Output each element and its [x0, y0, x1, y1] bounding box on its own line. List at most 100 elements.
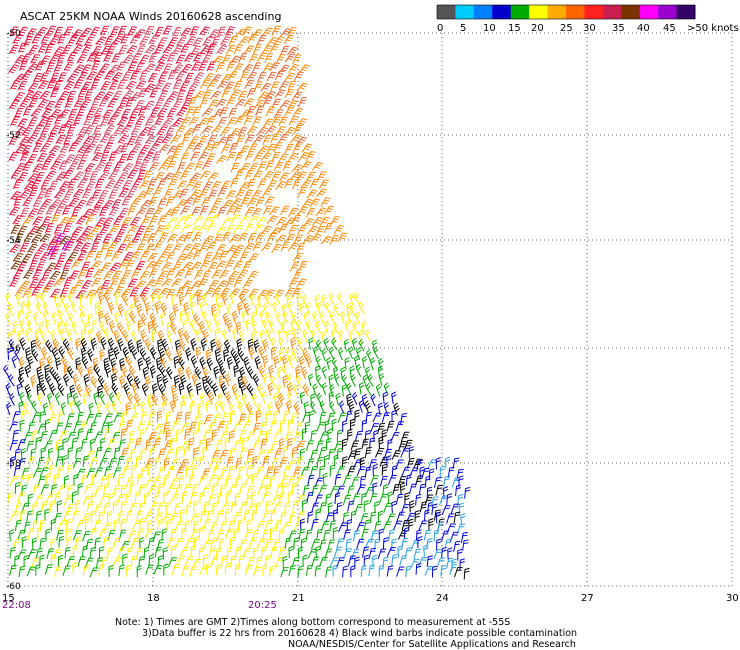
wind-barb [161, 528, 167, 541]
wind-barb [288, 63, 300, 73]
wind-barb [391, 500, 397, 513]
wind-barb [55, 134, 66, 144]
wind-barb [235, 135, 245, 146]
wind-barb [269, 527, 276, 540]
wind-barb [49, 180, 59, 191]
wind-barb [316, 171, 327, 181]
wind-barb [382, 556, 389, 569]
wind-barb [62, 437, 68, 451]
wind-barb [158, 90, 169, 101]
wind-barb [31, 286, 41, 297]
wind-barb [278, 153, 289, 163]
wind-barb [253, 339, 260, 353]
wind-barb [172, 117, 184, 127]
wind-barb [239, 145, 250, 155]
wind-barb [46, 133, 56, 143]
wind-barbs [3, 25, 471, 580]
scale-label: 10 [483, 23, 496, 34]
wind-barb [453, 540, 461, 552]
wind-barb [113, 286, 124, 296]
wind-barb [193, 216, 204, 226]
wind-barb [17, 26, 28, 37]
wind-barb [45, 205, 56, 215]
wind-barb [246, 383, 254, 396]
wind-barb [166, 108, 177, 118]
wind-barb [125, 80, 137, 90]
wind-barb [198, 151, 209, 161]
wind-barb [226, 205, 237, 216]
wind-barb [108, 151, 118, 162]
wind-barb [37, 80, 49, 90]
wind-barb [158, 383, 166, 397]
wind-barb [267, 402, 273, 416]
wind-barb [18, 565, 26, 578]
wind-barb [58, 198, 69, 208]
wind-barb [85, 196, 96, 207]
wind-barb [168, 557, 178, 567]
wind-barb [288, 530, 297, 541]
wind-barb [108, 170, 119, 180]
wind-barb [328, 292, 335, 306]
wind-barb [151, 328, 157, 342]
wind-barb [242, 260, 252, 271]
wind-barb [298, 260, 308, 271]
wind-barb [243, 115, 254, 126]
wind-barb [156, 126, 168, 136]
wind-barb [417, 536, 423, 548]
wind-barb [94, 251, 104, 262]
wind-barb [27, 173, 39, 183]
wind-barb [91, 60, 101, 71]
wind-barb [170, 224, 182, 234]
wind-barb [408, 518, 414, 531]
wind-barb [266, 232, 277, 243]
wind-barb [244, 79, 255, 90]
wind-barb [202, 89, 213, 99]
wind-barb [45, 115, 55, 126]
wind-barb [82, 545, 89, 557]
wind-barb [229, 143, 239, 153]
wind-barb [253, 152, 264, 162]
wind-barb [112, 35, 124, 45]
wind-barb [112, 90, 123, 100]
wind-barb [215, 62, 225, 73]
wind-barb [310, 233, 322, 243]
wind-barb [432, 565, 438, 578]
wind-barb [184, 232, 193, 243]
wind-barb [191, 61, 202, 72]
wind-barb [148, 196, 158, 207]
wind-barb [184, 287, 194, 298]
wind-barb [121, 196, 132, 206]
wind-barb [163, 474, 170, 486]
wind-barb [12, 269, 23, 280]
wind-barb [90, 98, 100, 109]
wind-barb [303, 401, 310, 414]
wind-barb [284, 143, 294, 154]
wind-barb [287, 27, 297, 38]
wind-barb [183, 252, 195, 261]
wind-barb [270, 509, 277, 521]
wind-barb [73, 114, 83, 125]
wind-barb [399, 555, 408, 566]
wind-barb [247, 270, 259, 280]
wind-barb [314, 294, 320, 308]
wind-barb [217, 301, 224, 315]
wind-barb [244, 170, 254, 181]
wind-barb [386, 546, 396, 557]
wind-barb [293, 402, 301, 415]
wind-barb [147, 463, 153, 476]
wind-barb [115, 392, 123, 405]
wind-barb [226, 116, 237, 127]
wind-barb [39, 251, 51, 262]
wind-barb [41, 160, 51, 171]
wind-barb [77, 428, 84, 440]
wind-barb [117, 303, 125, 317]
wind-barb [161, 261, 173, 271]
wind-barb [433, 549, 443, 560]
wind-barb [183, 52, 195, 62]
wind-barb [139, 36, 150, 46]
wind-barb [90, 206, 102, 216]
wind-barb [270, 133, 280, 144]
wind-barb [129, 430, 135, 443]
wind-barb [85, 181, 96, 191]
wind-barb [175, 412, 183, 423]
